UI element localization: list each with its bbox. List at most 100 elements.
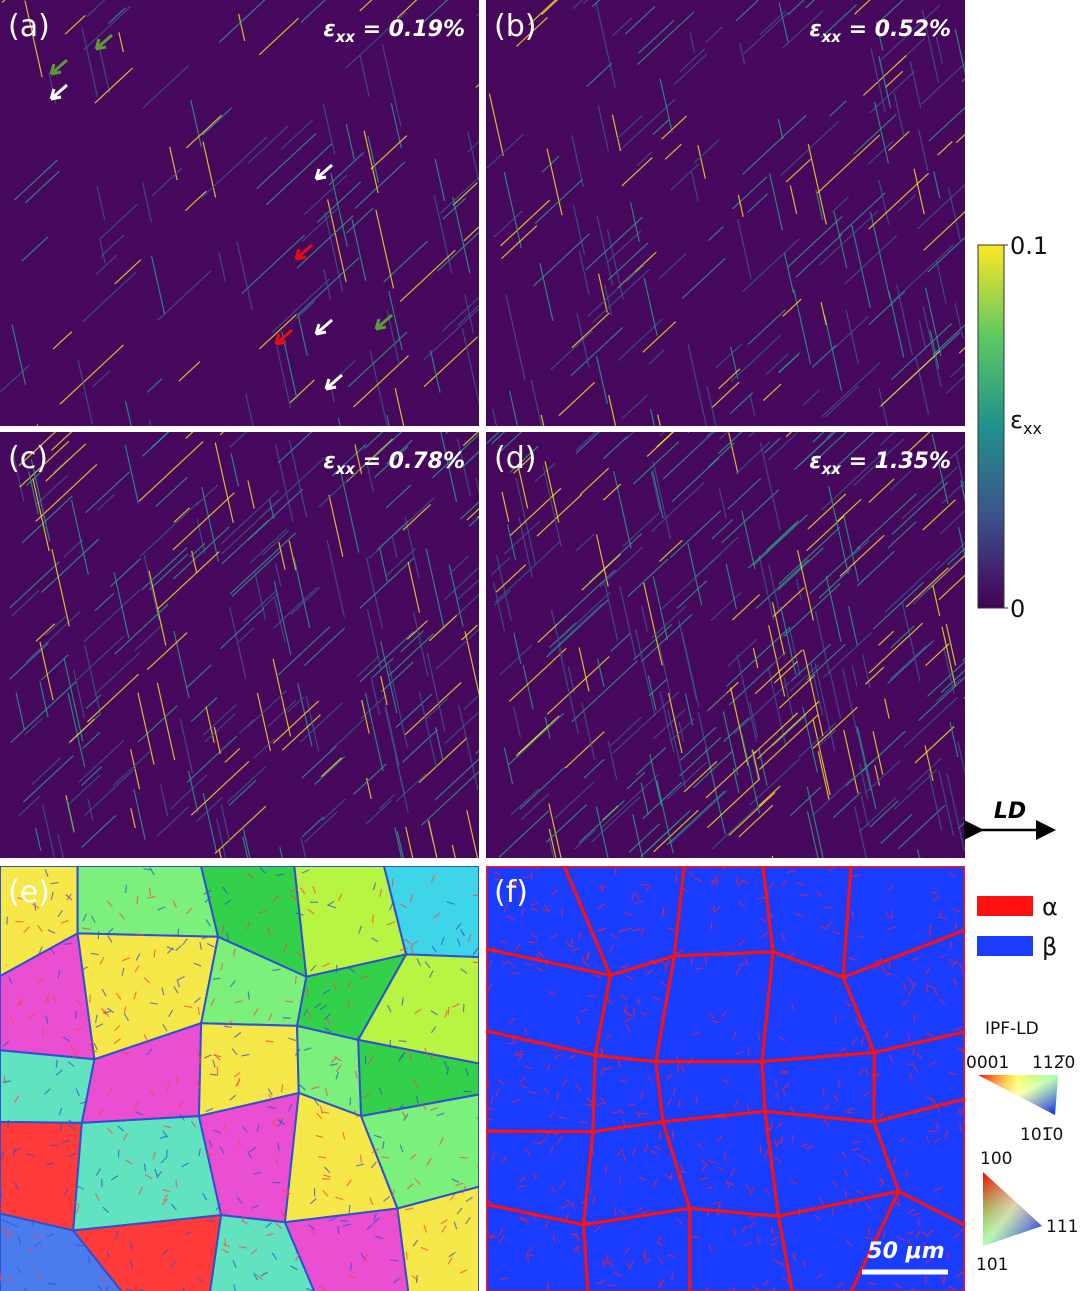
strain-band (651, 605, 687, 639)
speckle (770, 1236, 779, 1242)
strain-band (870, 48, 886, 113)
strain-band (376, 520, 409, 551)
strain-band (806, 515, 845, 552)
strain-band (426, 652, 446, 732)
strain-band (170, 774, 208, 810)
strain-band (390, 102, 402, 149)
speckle (136, 896, 139, 905)
speckle (101, 988, 107, 997)
grain (209, 1214, 316, 1291)
strain-band (388, 290, 403, 351)
strain-band (273, 581, 292, 656)
speckle (602, 1259, 606, 1268)
strain-band (925, 643, 950, 667)
strain-band (749, 702, 759, 738)
speckle (856, 935, 866, 938)
strain-band (364, 432, 384, 449)
speckle (757, 896, 766, 900)
strain-band (388, 663, 409, 748)
speckle (456, 1207, 463, 1215)
strain-band (45, 443, 87, 482)
speckle (134, 965, 140, 973)
speckle (328, 1217, 337, 1222)
speckle (177, 975, 185, 981)
strain-band (622, 512, 660, 547)
strain-band (195, 484, 219, 507)
speckle (154, 1168, 159, 1177)
speckle (616, 1149, 624, 1156)
speckle (93, 1042, 98, 1051)
strain-band (241, 234, 306, 294)
speckle (229, 1094, 237, 1101)
strain-band (345, 123, 355, 160)
speckle (80, 966, 88, 972)
speckle (914, 1108, 922, 1115)
speckle (954, 1272, 963, 1278)
strain-band (684, 693, 694, 727)
speckle (542, 908, 551, 912)
speckle (776, 1138, 783, 1146)
speckle (905, 1169, 909, 1178)
speckle (186, 907, 193, 915)
strain-band (338, 464, 360, 553)
strain-band (510, 788, 540, 816)
strain-band (452, 196, 471, 274)
strain-band (536, 494, 582, 537)
strain-band (575, 432, 600, 454)
speckle (355, 1163, 365, 1167)
speckle (98, 1108, 105, 1117)
speckle (597, 903, 606, 909)
speckle (547, 990, 556, 995)
speckle (375, 1235, 384, 1239)
speckle (738, 902, 746, 908)
speckle (94, 1014, 98, 1023)
speckle (7, 1276, 14, 1284)
speckle (580, 1198, 589, 1204)
strain-band (59, 344, 124, 405)
ipf-label: 100 (980, 1149, 1012, 1169)
strain-band (86, 0, 106, 17)
strain-band (913, 168, 925, 215)
strain-band (884, 70, 904, 89)
speckle (242, 1125, 249, 1133)
legend-swatch (977, 936, 1033, 956)
speckle (106, 927, 114, 935)
speckle (631, 1147, 636, 1156)
strain-band (545, 803, 588, 843)
speckle (637, 997, 641, 1006)
speckle (774, 1079, 778, 1088)
speckle (851, 1147, 860, 1152)
speckle (177, 928, 180, 937)
strain-band (528, 0, 557, 26)
strain-band (276, 345, 292, 409)
strain-band (741, 734, 761, 814)
speckle (423, 1224, 428, 1233)
strain-band (610, 632, 631, 652)
speckle (911, 956, 920, 962)
speckle (636, 1206, 644, 1212)
speckle (277, 1119, 286, 1126)
speckle (101, 1275, 107, 1283)
annotation-arrow (314, 318, 333, 336)
speckle (143, 976, 151, 984)
speckle (656, 1240, 664, 1247)
speckle (831, 1181, 840, 1187)
speckle (527, 941, 536, 944)
speckle (298, 1084, 306, 1091)
speckle (3, 1126, 12, 1131)
strain-band (492, 408, 498, 426)
strain-band (272, 700, 320, 744)
strain-band (229, 532, 297, 595)
speckle (12, 1148, 16, 1157)
speckle (716, 1134, 724, 1142)
speckle (578, 1120, 588, 1124)
strain-band (642, 782, 682, 820)
speckle (472, 961, 479, 964)
strain-band (652, 461, 672, 540)
strain-band (85, 471, 130, 514)
strain-band (954, 28, 965, 76)
strain-band (853, 438, 905, 487)
strain-band (874, 765, 881, 786)
speckle (852, 1141, 861, 1144)
strain-band (642, 321, 677, 353)
